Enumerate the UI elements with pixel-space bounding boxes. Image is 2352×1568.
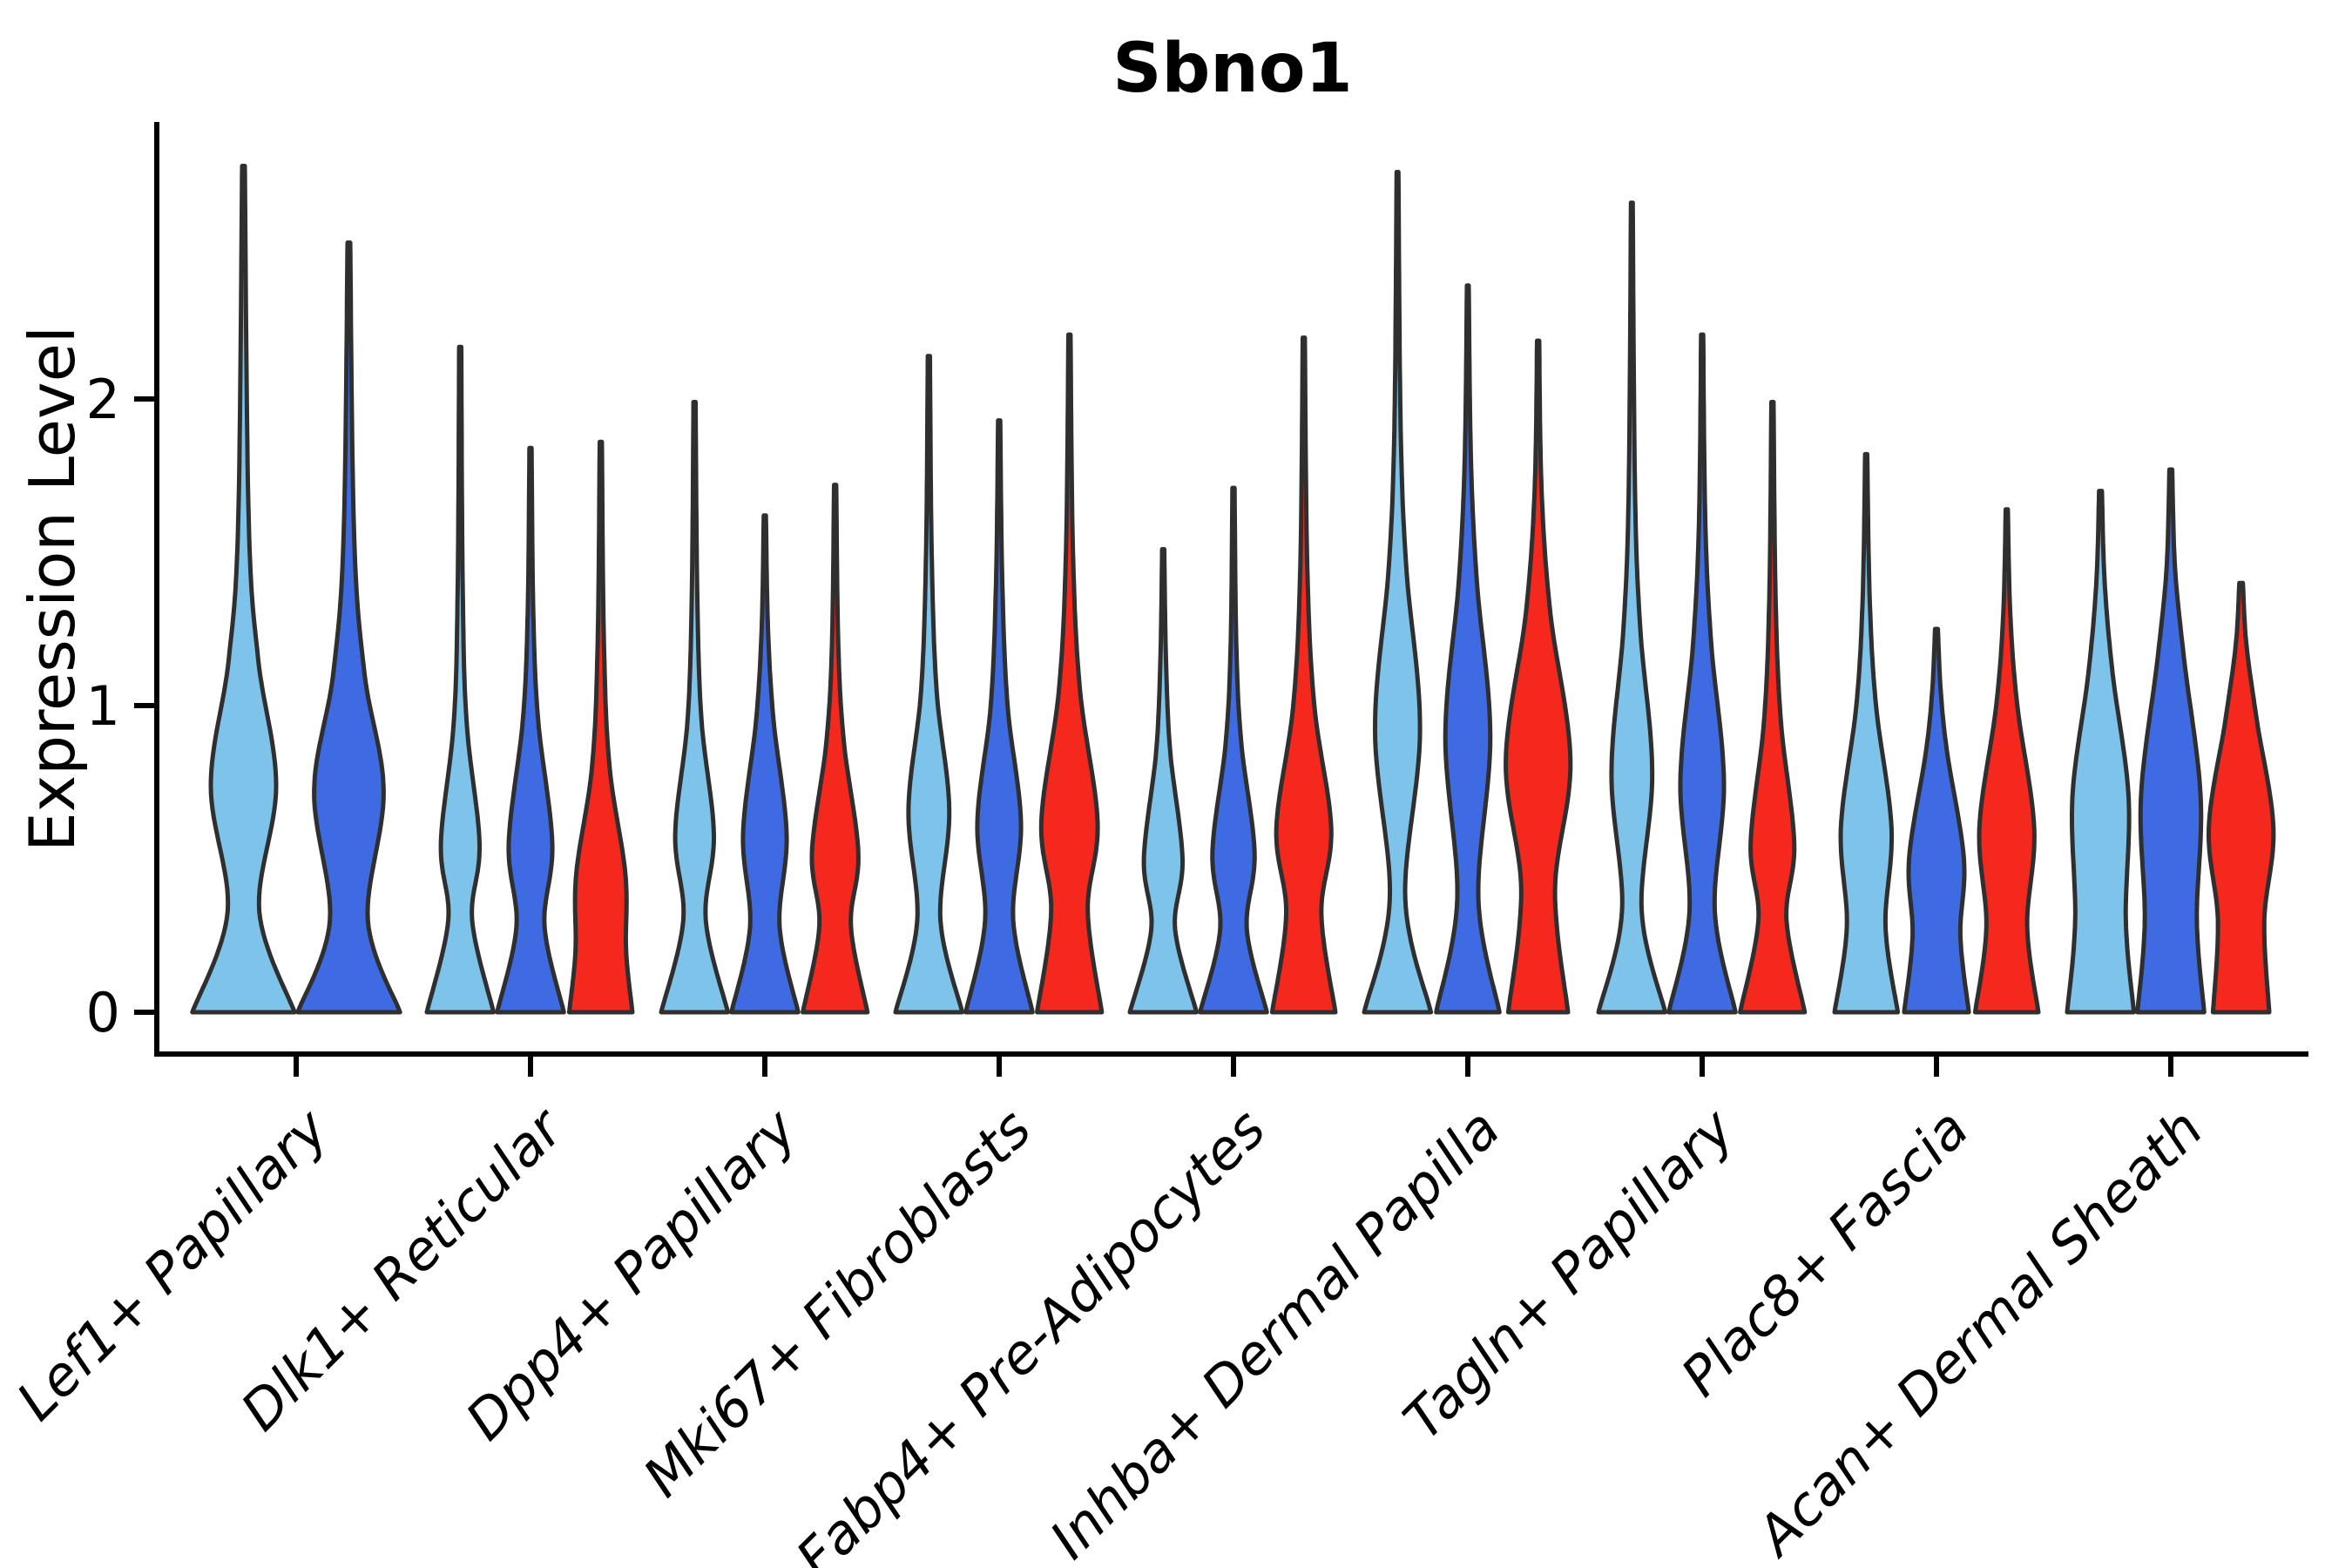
violin-2-light-blue [659,400,731,1015]
violin-7-dark-blue [1902,626,1971,1015]
violin-2-dark-blue [729,513,801,1015]
violin-1-red [566,439,635,1015]
violin-1-light-blue [424,344,497,1015]
chart-title: Sbno1 [1112,30,1352,108]
y-tick-label-0: 0 [86,981,120,1044]
violin-0-light-blue [190,164,297,1015]
violin-8-light-blue [2065,489,2137,1015]
violin-5-red [1504,338,1573,1015]
violin-6-light-blue [1596,200,1668,1015]
x-ticks [294,1054,2173,1077]
violin-3-dark-blue [963,418,1035,1015]
x-tick-label-acan-dermal-sheath: Acan+ Dermal Sheath [1742,1097,2215,1568]
violin-0-dark-blue [295,240,402,1015]
violin-8-dark-blue [2135,467,2207,1015]
violin-3-red [1035,332,1105,1015]
y-axis-label: Expression Level [16,326,89,852]
violin-4-light-blue [1127,547,1200,1015]
violin-4-dark-blue [1198,485,1269,1015]
violin-7-red [1972,507,2041,1015]
violin-5-light-blue [1362,170,1434,1015]
y-tick-label-2: 2 [86,368,120,431]
x-tick-label-mki67-fibroblasts: Mki67+ Fibroblasts [631,1097,1043,1509]
violin-3-light-blue [893,354,965,1015]
violin-4-red [1269,335,1338,1015]
violins-layer [190,164,2276,1015]
violin-8-red [2207,580,2276,1015]
violin-1-dark-blue [495,445,566,1015]
violin-5-dark-blue [1434,283,1502,1015]
y-tick-label-1: 1 [86,674,120,738]
x-tick-label-inhba-dermal-papilla: Inhba+ Dermal Papilla [1037,1097,1511,1568]
violin-6-dark-blue [1666,332,1738,1015]
violin-2-red [801,483,870,1015]
x-tick-labels: Lef1+ Papillary Dlk1+ Reticular Dpp4+ Pa… [4,1095,2215,1568]
violin-6-red [1738,400,1808,1015]
y-ticks: 0 1 2 [86,368,157,1044]
violin-7-light-blue [1832,451,1901,1015]
x-tick-label-fabp4-preadipocytes: Fabp4+ Pre-Adipocytes [784,1097,1278,1568]
